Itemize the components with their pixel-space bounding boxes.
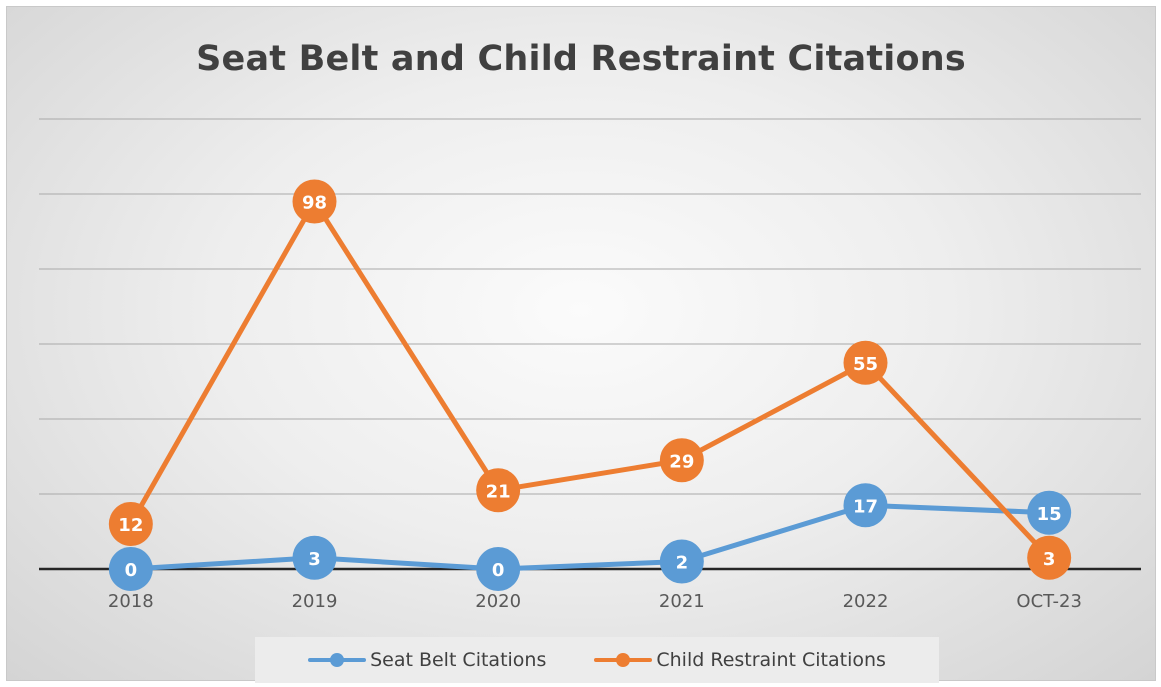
x-tick-label: 2018 bbox=[108, 591, 154, 612]
data-label: 17 bbox=[853, 496, 878, 517]
legend-item-child-restraint: Child Restraint Citations bbox=[594, 649, 886, 671]
data-point-marker bbox=[108, 547, 153, 591]
series-line-1 bbox=[128, 199, 1052, 561]
data-point-marker bbox=[476, 468, 521, 513]
x-tick-label: 2022 bbox=[843, 591, 889, 612]
data-label: 3 bbox=[308, 549, 321, 570]
legend-item-seat-belt: Seat Belt Citations bbox=[308, 649, 546, 671]
data-point-marker bbox=[476, 547, 521, 591]
chart-area: Seat Belt and Child Restraint Citations … bbox=[6, 6, 1156, 683]
data-point-marker bbox=[843, 340, 888, 385]
data-point-marker bbox=[1027, 535, 1072, 580]
data-point-marker bbox=[659, 539, 704, 584]
data-label: 12 bbox=[118, 515, 143, 536]
data-label: 2 bbox=[676, 553, 689, 574]
data-point-marker bbox=[292, 179, 337, 224]
series-line-0 bbox=[128, 502, 1052, 572]
data-label: 0 bbox=[492, 560, 505, 581]
data-label: 15 bbox=[1037, 504, 1062, 525]
data-point-marker bbox=[1027, 490, 1072, 535]
legend-swatch-seat-belt bbox=[308, 653, 367, 667]
x-tick-label: 2019 bbox=[292, 591, 338, 612]
chart-title: Seat Belt and Child Restraint Citations bbox=[196, 39, 966, 79]
legend-label-child-restraint: Child Restraint Citations bbox=[656, 649, 886, 671]
data-label: 55 bbox=[853, 354, 878, 375]
data-label: 0 bbox=[125, 560, 138, 581]
data-label: 3 bbox=[1043, 549, 1056, 570]
data-point-marker bbox=[843, 483, 888, 528]
legend-swatch-child-restraint bbox=[594, 653, 653, 667]
x-tick-label: OCT-23 bbox=[1016, 591, 1081, 612]
legend: Seat Belt Citations Child Restraint Cita… bbox=[255, 637, 939, 683]
x-tick-label: 2020 bbox=[475, 591, 521, 612]
legend-label-seat-belt: Seat Belt Citations bbox=[370, 649, 547, 671]
x-tick-label: 2021 bbox=[659, 591, 705, 612]
data-label: 98 bbox=[302, 193, 327, 214]
data-label: 21 bbox=[486, 481, 511, 502]
data-point-marker bbox=[659, 438, 704, 483]
data-point-marker bbox=[108, 502, 153, 546]
data-point-marker bbox=[292, 535, 337, 580]
plot-area: 2018 2019 2020 2021 2022 OCT-23 0 3 0 2 17 15 12 98 21… bbox=[39, 118, 1141, 612]
data-label: 29 bbox=[669, 451, 694, 472]
